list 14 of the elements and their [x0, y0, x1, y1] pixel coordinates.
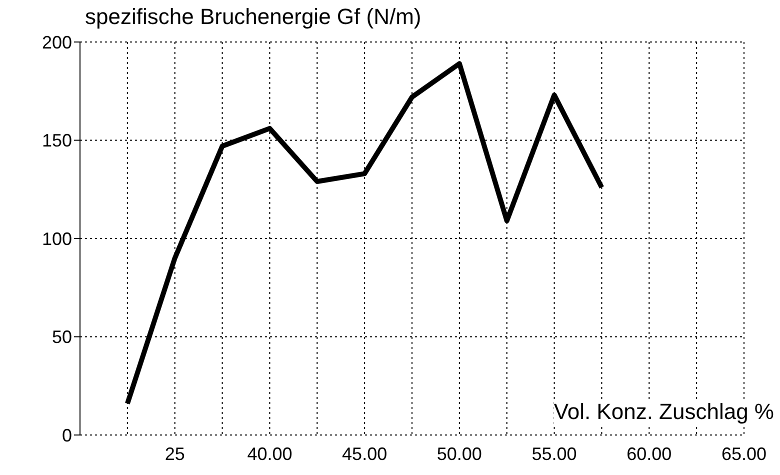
x-axis-title: Vol. Konz. Zuschlag % [554, 399, 774, 425]
y-tick-label: 0 [62, 425, 72, 446]
chart-title: spezifische Bruchenergie Gf (N/m) [85, 4, 422, 30]
x-tick-label: 40.00 [247, 444, 292, 464]
y-tick-label: 150 [42, 130, 72, 151]
y-tick-label: 100 [42, 228, 72, 249]
y-tick-label: 50 [52, 327, 72, 348]
x-tick-label: 45.00 [342, 444, 388, 464]
x-tick-label: 50.00 [436, 444, 482, 464]
x-tick-label: 60.00 [626, 444, 672, 464]
y-tick-label: 200 [42, 32, 72, 52]
x-tick-label: 55.00 [532, 444, 577, 464]
x-tick-label: 65.00 [721, 444, 767, 464]
x-tick-label: 25 [164, 444, 185, 464]
